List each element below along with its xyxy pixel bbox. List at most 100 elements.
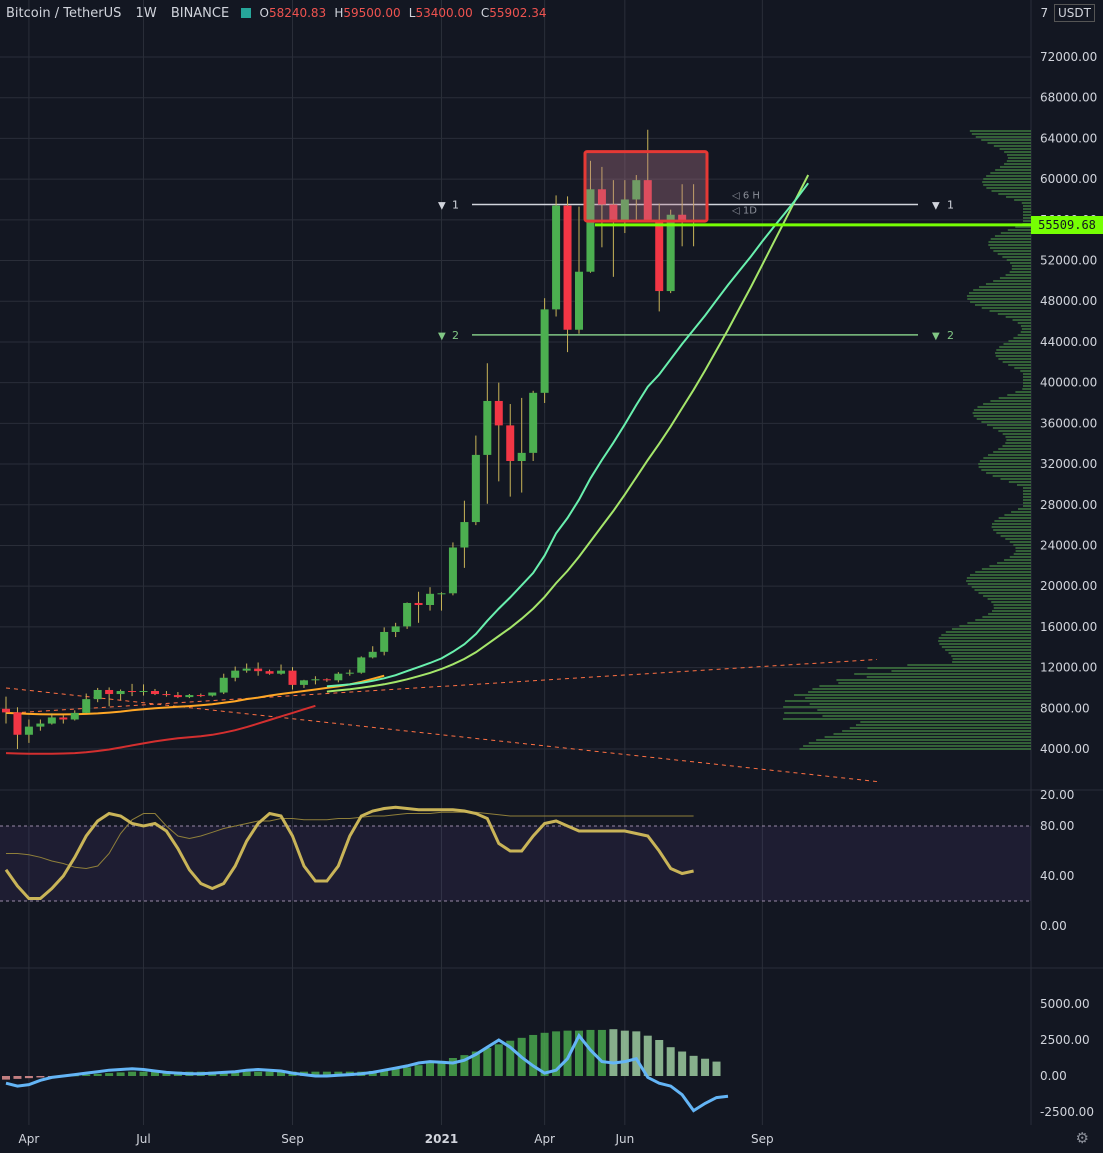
candle [288, 667, 297, 690]
volume-profile-bar [975, 304, 1031, 306]
volume-profile-bar [982, 181, 1031, 183]
candle-body [597, 189, 606, 205]
volume-profile-bar [1017, 322, 1031, 324]
volume-profile-bar [981, 307, 1031, 309]
stoch-band-bg [0, 826, 1031, 901]
candle-body [460, 522, 469, 548]
volume-profile-bar [993, 451, 1031, 453]
candle [265, 669, 274, 675]
volume-profile-bar [812, 688, 1031, 690]
histogram-bar [655, 1040, 664, 1076]
oscillator-axis-label: 40.00 [1040, 869, 1074, 883]
volume-profile-bar [1002, 361, 1031, 363]
price-axis-label: 60000.00 [1040, 172, 1097, 186]
histogram-bar [632, 1031, 641, 1076]
candle-body [231, 670, 240, 678]
histogram-bar [13, 1076, 22, 1079]
volume-profile-bar [855, 724, 1031, 726]
symbol-name[interactable]: Bitcoin / TetherUS [6, 6, 122, 21]
level-label-left: 1 [452, 199, 459, 212]
ma-orange-line [5, 674, 385, 716]
volume-profile-bar [991, 610, 1031, 612]
volume-profile-bar [938, 637, 1031, 639]
volume-profile-bar [959, 625, 1031, 627]
volume-profile-bar [867, 667, 1031, 669]
volume-profile-bar [998, 517, 1031, 519]
volume-profile-bar [951, 628, 1031, 630]
histogram-bar [643, 1035, 652, 1076]
price-axis-label: 32000.00 [1040, 457, 1097, 471]
candle [70, 710, 79, 721]
volume-profile-bar [1021, 328, 1031, 330]
volume-profile-bar [967, 298, 1031, 300]
volume-profile-bar [967, 583, 1031, 585]
volume-profile-bar [1023, 211, 1031, 213]
candle-body [403, 602, 412, 627]
currency-selector[interactable]: 7 USDT [1040, 4, 1095, 22]
volume-profile-bar [976, 418, 1031, 420]
volume-profile-bar [1002, 433, 1031, 435]
histogram-bar [437, 1060, 446, 1076]
interval-label[interactable]: 1W [135, 6, 157, 21]
candle-body [517, 452, 526, 462]
volume-profile-bar [990, 238, 1031, 240]
candle [231, 666, 240, 682]
volume-profile-bar [1020, 325, 1031, 327]
volume-profile-bar [849, 727, 1031, 729]
volume-profile-bar [997, 562, 1031, 564]
volume-profile-bar [1023, 373, 1031, 375]
price-axis-label: 64000.00 [1040, 131, 1097, 145]
candle [82, 693, 91, 714]
volume-profile-bar [1013, 544, 1031, 546]
candle-body [506, 425, 515, 462]
high-value: 59500.00 [343, 6, 401, 20]
volume-profile-bar [836, 679, 1031, 681]
volume-profile-bar [992, 427, 1031, 429]
candle-body [655, 220, 664, 292]
candle-body [575, 271, 583, 330]
ma-red-line [5, 704, 316, 755]
candle-body [448, 547, 457, 594]
candle [414, 591, 423, 623]
candles [2, 129, 698, 749]
level-marker-icon: ▼ [932, 201, 940, 212]
candle [678, 184, 687, 247]
volume-profile-bar [952, 658, 1031, 660]
volume-profile-bar [1023, 217, 1031, 219]
candle [471, 435, 480, 526]
stoch-k-line [4, 805, 694, 900]
volume-profile-bar [782, 718, 1031, 720]
volume-profile-bar [998, 193, 1031, 195]
volume-profile-bar [824, 736, 1031, 738]
candle-body [196, 695, 205, 697]
currency-unit[interactable]: USDT [1054, 4, 1095, 22]
price-axis-label: 68000.00 [1040, 91, 1097, 105]
time-axis-label: Jun [614, 1132, 634, 1146]
volume-profile [782, 130, 1031, 750]
volume-profile-bar [985, 283, 1031, 285]
candle-body [105, 689, 114, 695]
volume-profile-bar [799, 748, 1031, 750]
histogram-bar [231, 1071, 240, 1076]
settings-gear-icon[interactable]: ⚙ [1075, 1129, 1089, 1147]
histogram-bar [529, 1034, 538, 1076]
candle-body [345, 672, 354, 674]
candle [403, 602, 412, 629]
volume-profile-bar [997, 313, 1031, 315]
volume-profile-bar [981, 421, 1031, 423]
oscillator-axis-label: 80.00 [1040, 819, 1074, 833]
volume-profile-bar [1015, 550, 1031, 552]
volume-profile-bar [1023, 499, 1031, 501]
currency-prefix: 7 [1040, 6, 1049, 20]
volume-profile-bar [973, 289, 1031, 291]
resistance-zone-box [583, 150, 709, 223]
volume-profile-bar [1023, 505, 1031, 507]
candle [575, 206, 583, 334]
volume-profile-bar [1000, 478, 1031, 480]
volume-profile-bar [979, 460, 1031, 462]
volume-profile-bar [1023, 205, 1031, 207]
volume-profile-bar [1021, 202, 1031, 204]
volume-profile-bar [1023, 496, 1031, 498]
volume-profile-bar [983, 184, 1031, 186]
